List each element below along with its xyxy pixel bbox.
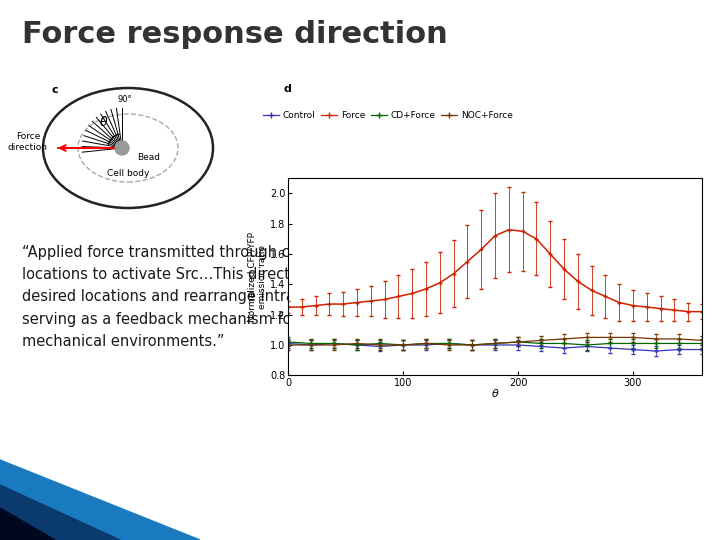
Polygon shape <box>0 485 120 540</box>
Text: d: d <box>283 84 291 94</box>
X-axis label: θ: θ <box>492 389 498 400</box>
Text: 90°: 90° <box>117 95 132 104</box>
Text: Cell body: Cell body <box>107 168 149 178</box>
Text: “Applied force transmitted through cytoskeleton network to distal
locations to a: “Applied force transmitted through cytos… <box>22 245 535 349</box>
Y-axis label: Normalized CFP/YFP
emission ratio: Normalized CFP/YFP emission ratio <box>248 232 267 322</box>
Text: θ: θ <box>100 116 108 129</box>
Text: Force
direction: Force direction <box>8 132 48 152</box>
Text: c: c <box>52 85 58 95</box>
Circle shape <box>115 141 129 155</box>
Text: Force response direction: Force response direction <box>22 20 448 49</box>
Polygon shape <box>0 508 55 540</box>
Ellipse shape <box>43 88 213 208</box>
Polygon shape <box>0 460 200 540</box>
Text: Bead: Bead <box>137 153 160 163</box>
Legend: Control, Force, CD+Force, NOC+Force: Control, Force, CD+Force, NOC+Force <box>259 108 516 124</box>
